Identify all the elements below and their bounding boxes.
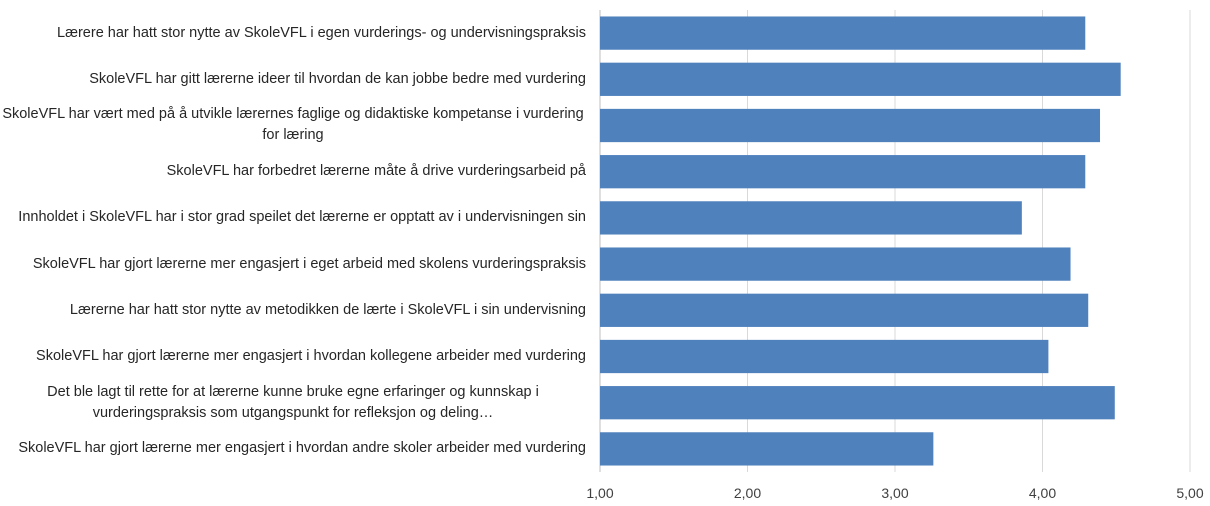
category-text: SkoleVFL har vært med på å utvikle lærer…	[2, 106, 584, 144]
x-tick-label: 5,00	[1176, 485, 1203, 501]
y-tick-label: SkoleVFL har gjort lærerne mer engasjert…	[0, 333, 586, 379]
category-text: SkoleVFL har gjort lærerne mer engasjert…	[36, 347, 586, 364]
bar	[600, 339, 1049, 374]
bar	[600, 386, 1115, 420]
y-tick-label: SkoleVFL har vært med på å utvikle lærer…	[0, 102, 586, 148]
bar	[600, 16, 1086, 50]
y-tick-label: Innholdet i SkoleVFL har i stor grad spe…	[0, 195, 586, 241]
bar	[600, 432, 934, 466]
category-text: SkoleVFL har gjort lærerne mer engasjert…	[18, 440, 586, 457]
y-tick-label: SkoleVFL har gitt lærerne ideer til hvor…	[0, 56, 586, 102]
category-text: SkoleVFL har forbedret lærerne måte å dr…	[166, 163, 586, 180]
bar	[600, 155, 1086, 189]
y-tick-label: SkoleVFL har forbedret lærerne måte å dr…	[0, 149, 586, 195]
y-tick-label: SkoleVFL har gjort lærerne mer engasjert…	[0, 241, 586, 287]
y-tick-label: Lærere har hatt stor nytte av SkoleVFL i…	[0, 10, 586, 56]
bar	[600, 108, 1101, 143]
category-text: SkoleVFL har gjort lærerne mer engasjert…	[32, 255, 586, 272]
bar	[600, 201, 1022, 235]
bar	[600, 62, 1121, 96]
x-tick-label: 3,00	[881, 485, 908, 501]
x-tick-label: 2,00	[734, 485, 761, 501]
y-tick-label: Det ble lagt til rette for at lærerne ku…	[0, 380, 586, 426]
y-tick-label: Lærerne har hatt stor nytte av metodikke…	[0, 287, 586, 333]
x-tick-label: 4,00	[1029, 485, 1056, 501]
category-text: Innholdet i SkoleVFL har i stor grad spe…	[18, 209, 586, 226]
x-tick-label: 1,00	[586, 485, 613, 501]
category-text: Det ble lagt til rette for at lærerne ku…	[47, 383, 539, 421]
category-text: Lærere har hatt stor nytte av SkoleVFL i…	[57, 24, 586, 41]
category-text: Lærerne har hatt stor nytte av metodikke…	[69, 301, 586, 318]
y-tick-label: SkoleVFL har gjort lærerne mer engasjert…	[0, 426, 586, 472]
category-text: SkoleVFL har gitt lærerne ideer til hvor…	[89, 70, 586, 87]
bar	[600, 247, 1071, 281]
bar	[600, 293, 1089, 327]
